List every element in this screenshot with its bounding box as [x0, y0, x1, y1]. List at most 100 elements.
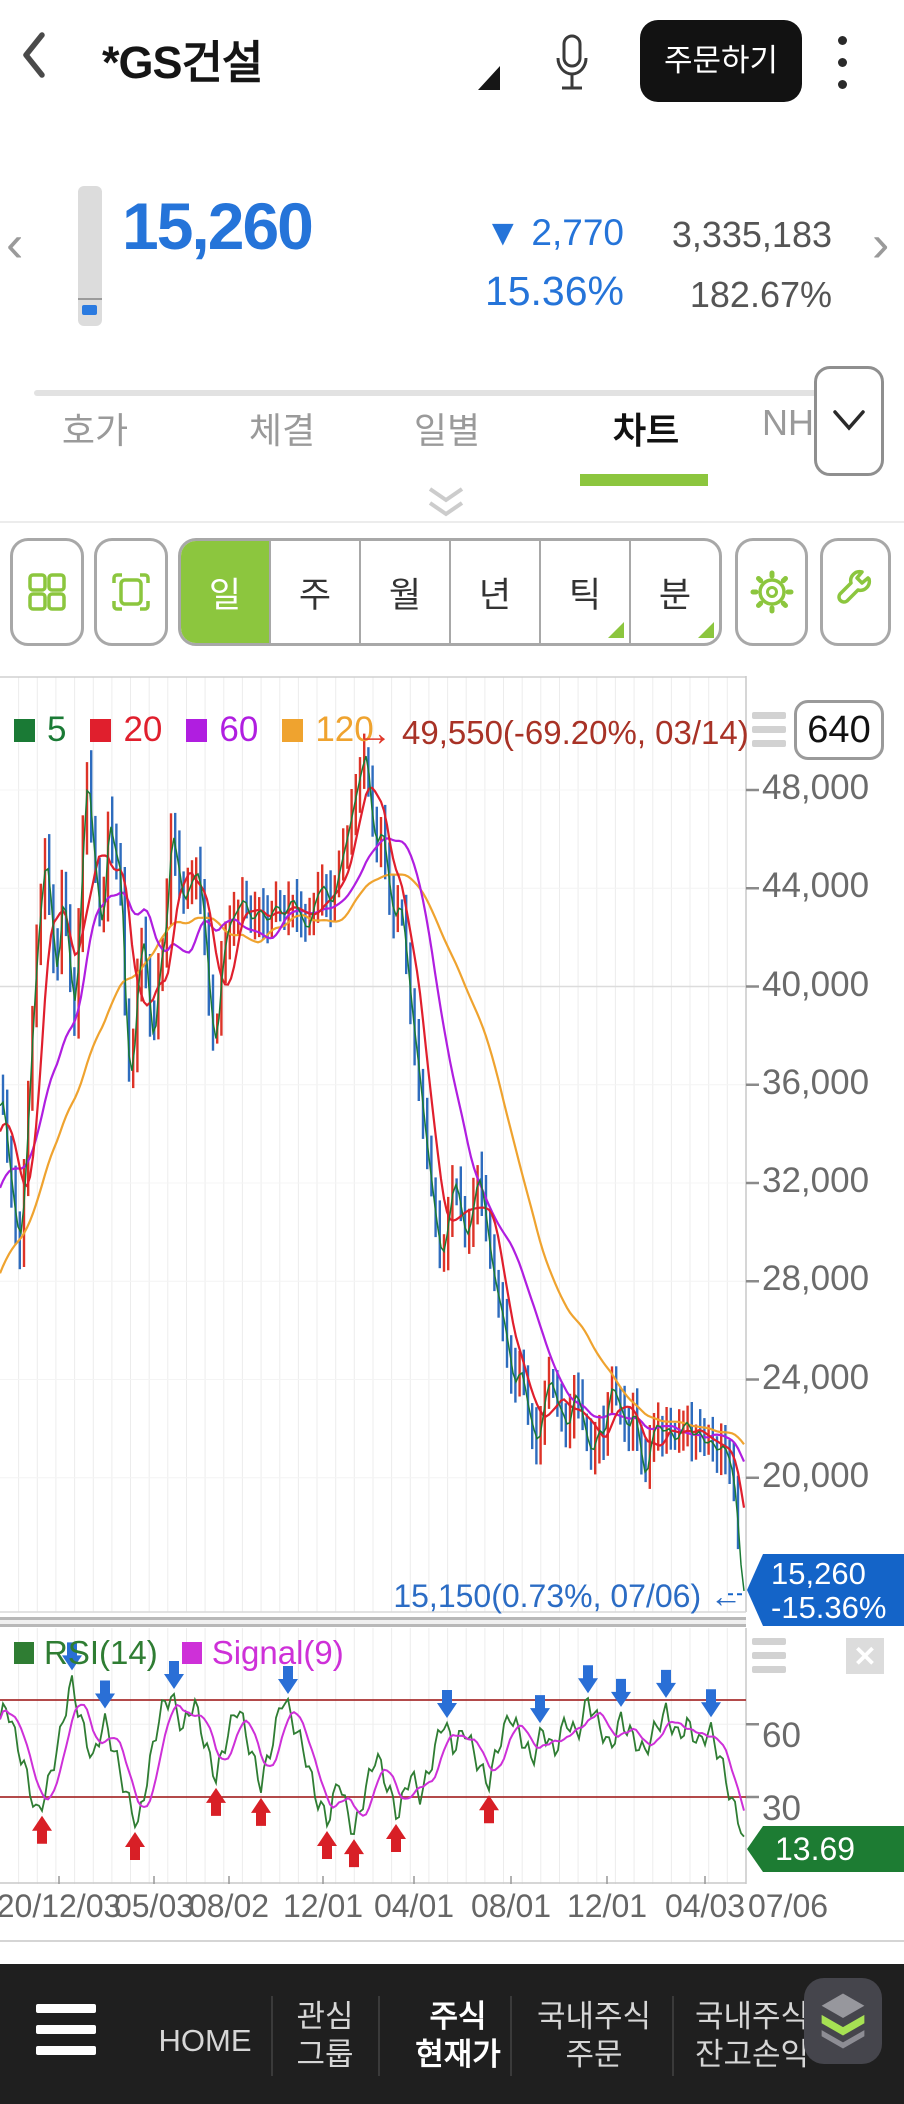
price-change-percent: 15.36% [484, 268, 624, 314]
close-rsi-icon[interactable]: ✕ [846, 1638, 884, 1674]
high-price-marker: → 49,550(-69.20%, 03/14) [356, 712, 749, 753]
rsi-value-tag: 13.69 [747, 1826, 904, 1872]
legend-swatch [90, 718, 112, 742]
y-axis-label: 28,000 [762, 1259, 870, 1299]
wrench-icon [836, 569, 871, 604]
low-price-marker: 15,150(0.73%, 07/06) ← [393, 1578, 742, 1614]
period-년[interactable]: 년 [451, 541, 541, 643]
x-axis-label: 05/03 [113, 1888, 195, 1924]
stock-title[interactable]: *GS건설 [102, 37, 263, 88]
legend-swatch [14, 718, 35, 742]
volume: 3,335,183 [671, 214, 832, 255]
price-change: ▼ 2,770 [484, 212, 625, 253]
grid-icon [28, 573, 66, 611]
x-axis-label: 12/01 [566, 1888, 648, 1924]
x-axis-label: 12/01 [282, 1888, 364, 1924]
nav-item-국내주식잔고손익[interactable]: 국내주식 잔고손익 [694, 1999, 810, 2072]
nav-item-HOME[interactable]: HOME [158, 2023, 252, 2058]
legend-label: Signal(9) [211, 1634, 344, 1671]
back-icon[interactable] [20, 28, 50, 82]
gear-icon [750, 570, 793, 614]
panel-splitter[interactable] [0, 1617, 746, 1627]
rsi-chart[interactable] [0, 1628, 904, 1886]
x-axis-label: 20/12/03 [0, 1888, 122, 1924]
more-menu-icon[interactable] [838, 36, 847, 89]
y-axis-label: 44,000 [762, 866, 870, 906]
y-axis-label: 48,000 [762, 768, 870, 807]
period-월[interactable]: 월 [361, 541, 451, 643]
y-axis-label: 20,000 [762, 1455, 870, 1495]
tab-체결[interactable]: 체결 [248, 410, 316, 451]
x-axis-label: 04/01 [373, 1888, 455, 1924]
expand-icon [112, 573, 150, 611]
main-price-chart[interactable] [0, 676, 904, 1617]
bar-count-box[interactable]: 640 [794, 700, 884, 760]
price-position-marker [82, 305, 97, 315]
rsi-drag-handle-icon[interactable] [752, 1638, 786, 1673]
current-price: 15,260 [122, 189, 314, 263]
chart-settings-button[interactable] [735, 538, 808, 646]
tab-list-dropdown[interactable] [814, 366, 884, 476]
tab-차트[interactable]: 차트 [612, 410, 680, 451]
legend-swatch [186, 718, 208, 742]
active-tab-underline [580, 474, 708, 486]
period-분[interactable]: 분 [631, 541, 719, 643]
legend-swatch [14, 1642, 34, 1664]
period-주[interactable]: 주 [271, 541, 361, 643]
divider [0, 1940, 904, 1942]
turnover-percent: 182.67% [689, 274, 832, 315]
collapse-panel-icon[interactable] [424, 486, 468, 522]
quick-menu-button[interactable] [804, 1978, 882, 2064]
panel-drag-handle-icon[interactable] [752, 712, 786, 747]
y-axis-label: 32,000 [762, 1161, 870, 1200]
legend-label: 60 [219, 710, 259, 749]
nav-item-관심그룹[interactable]: 관심 그룹 [296, 1999, 354, 2072]
rsi-legend: RSI(14) Signal(9) [14, 1634, 358, 1672]
tab-NH[interactable]: NH [762, 402, 814, 443]
legend-label: RSI(14) [44, 1634, 158, 1671]
tab-일별[interactable]: 일별 [413, 410, 481, 451]
x-axis-label: 07/06 [747, 1888, 829, 1924]
layers-icon [821, 1993, 865, 2049]
divider [0, 521, 904, 523]
bottom-nav [0, 1964, 904, 2104]
rsi-axis-label: 30 [762, 1789, 801, 1828]
y-axis-label: 36,000 [762, 1062, 870, 1102]
expand-corner-icon [608, 622, 624, 638]
legend-swatch [181, 1642, 202, 1664]
x-axis-label: 08/02 [188, 1888, 270, 1924]
legend-label: 120 [315, 710, 374, 749]
next-stock-chevron-icon[interactable]: › [872, 215, 890, 273]
chart-layout-button[interactable] [10, 538, 84, 646]
tab-호가[interactable]: 호가 [61, 410, 129, 451]
price-range-gauge [78, 186, 102, 326]
x-axis-label: 08/01 [470, 1888, 552, 1924]
section-divider [34, 390, 870, 396]
nav-divider [510, 1996, 512, 2076]
chart-tools-button[interactable] [820, 538, 891, 646]
prev-stock-chevron-icon[interactable]: ‹ [6, 215, 24, 273]
period-일[interactable]: 일 [181, 541, 271, 643]
period-틱[interactable]: 틱 [541, 541, 631, 643]
nav-item-국내주식주문[interactable]: 국내주식 주문 [536, 1999, 652, 2072]
order-button[interactable]: 주문하기 [640, 20, 802, 102]
legend-label: 5 [47, 710, 67, 749]
nav-menu-icon[interactable] [36, 2004, 96, 2055]
nav-item-주식현재가[interactable]: 주식 현재가 [415, 1999, 501, 2072]
ma-legend: 5 20 60 120 [14, 710, 386, 750]
title-resize-triangle-icon [478, 66, 500, 90]
fullscreen-button[interactable] [94, 538, 168, 646]
x-axis-label: 04/03 [664, 1888, 746, 1924]
expand-corner-icon [698, 622, 714, 638]
nav-divider [271, 1996, 273, 2076]
y-axis-label: 40,000 [762, 964, 870, 1004]
arrow-right-icon: → [356, 712, 392, 753]
rsi-axis-label: 60 [762, 1716, 801, 1756]
microphone-icon[interactable] [550, 32, 594, 98]
chevron-down-icon [833, 410, 865, 431]
y-axis-label: 24,000 [762, 1357, 870, 1397]
legend-label: 20 [123, 710, 163, 749]
nav-divider [378, 1996, 380, 2076]
